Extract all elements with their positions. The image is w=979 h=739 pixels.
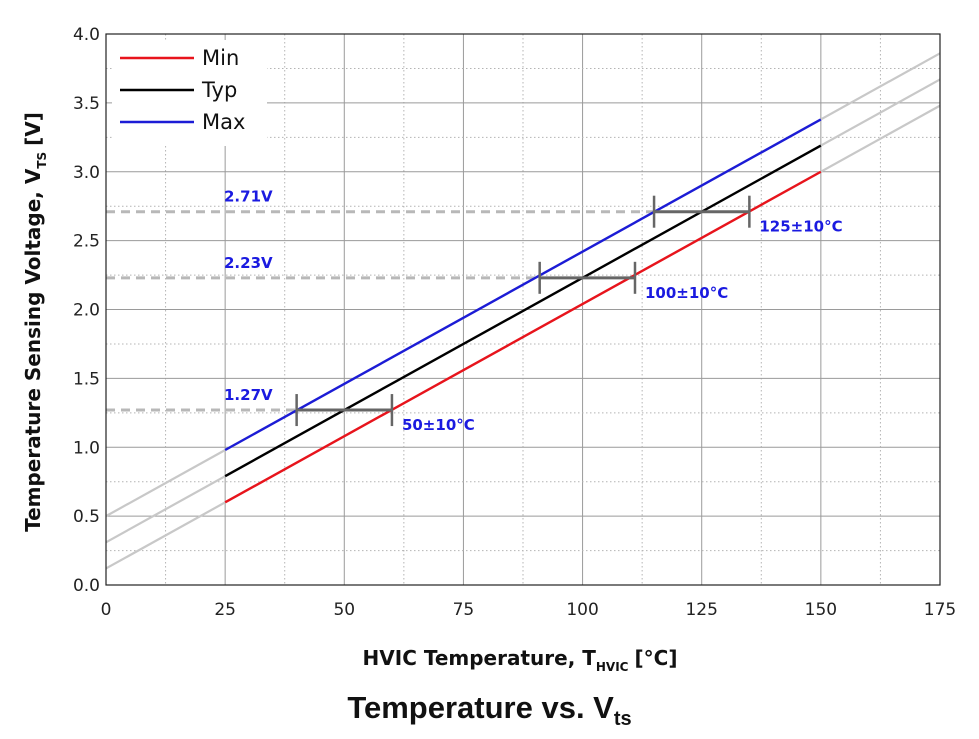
y-axis-title: Temperature Sensing Voltage, VTS [V]: [21, 112, 49, 532]
voltage-label: 1.27V: [224, 386, 273, 404]
x-tick-label: 150: [805, 600, 837, 620]
x-axis-title-unit: [°C]: [635, 646, 678, 670]
y-tick-label: 2.0: [73, 301, 100, 321]
x-tick-label: 0: [101, 600, 112, 620]
legend-label-typ: Typ: [201, 78, 237, 102]
legend: Min Typ Max: [112, 40, 267, 146]
figure-caption: Temperature vs. Vts: [0, 690, 979, 731]
y-tick-label: 1.0: [73, 438, 100, 458]
x-tick-label: 25: [214, 600, 236, 620]
voltage-label: 2.23V: [224, 254, 273, 272]
y-tick-label: 3.5: [73, 94, 100, 114]
chart-svg: 0 25 50 75 100 125 150 175 0.0 0.5 1.0 1.5 2.0 2.5 3.0…: [21, 25, 956, 674]
x-tick-label: 100: [566, 600, 598, 620]
y-axis-title-unit: [V]: [21, 112, 45, 146]
temperature-range-label: 100±10°C: [645, 284, 728, 302]
y-axis-title-sub: TS: [35, 152, 49, 169]
y-tick-label: 4.0: [73, 25, 100, 45]
x-tick-label: 175: [924, 600, 956, 620]
caption-sub: ts: [613, 708, 632, 731]
x-tick-label: 50: [333, 600, 355, 620]
temperature-range-label: 50±10°C: [402, 416, 475, 434]
annotation-labels: 1.27V 50±10°C 2.23V 100±10°C 2.71V 125±10°C: [224, 188, 843, 434]
guide-lines: [106, 210, 655, 412]
x-axis-title-sub: HVIC: [596, 660, 629, 674]
x-axis-title-main: HVIC Temperature, T: [363, 646, 597, 670]
series-line-min: [224, 170, 822, 504]
x-tick-label: 125: [685, 600, 717, 620]
y-tick-label: 3.0: [73, 163, 100, 183]
legend-label-max: Max: [202, 110, 245, 134]
y-tick-label: 0.0: [73, 576, 100, 596]
series-line-max: [224, 118, 822, 452]
series-line-typ: [224, 144, 822, 478]
y-tick-label: 2.5: [73, 232, 100, 252]
tick-labels: 0 25 50 75 100 125 150 175 0.0 0.5 1.0 1.5 2.0 2.5 3.0…: [73, 25, 956, 620]
series-lines: [224, 118, 822, 504]
y-axis-title-main: Temperature Sensing Voltage, V: [21, 168, 45, 532]
voltage-label: 2.71V: [224, 188, 273, 206]
x-axis-title: HVIC Temperature, THVIC [°C]: [363, 646, 678, 674]
y-tick-label: 1.5: [73, 369, 100, 389]
y-tick-label: 0.5: [73, 507, 100, 527]
legend-label-min: Min: [202, 46, 239, 70]
x-tick-label: 75: [453, 600, 475, 620]
caption-main: Temperature vs. V: [347, 690, 614, 725]
tolerance-brackets: [295, 195, 751, 427]
temperature-range-label: 125±10°C: [759, 218, 842, 236]
plot-frame: [105, 33, 941, 586]
